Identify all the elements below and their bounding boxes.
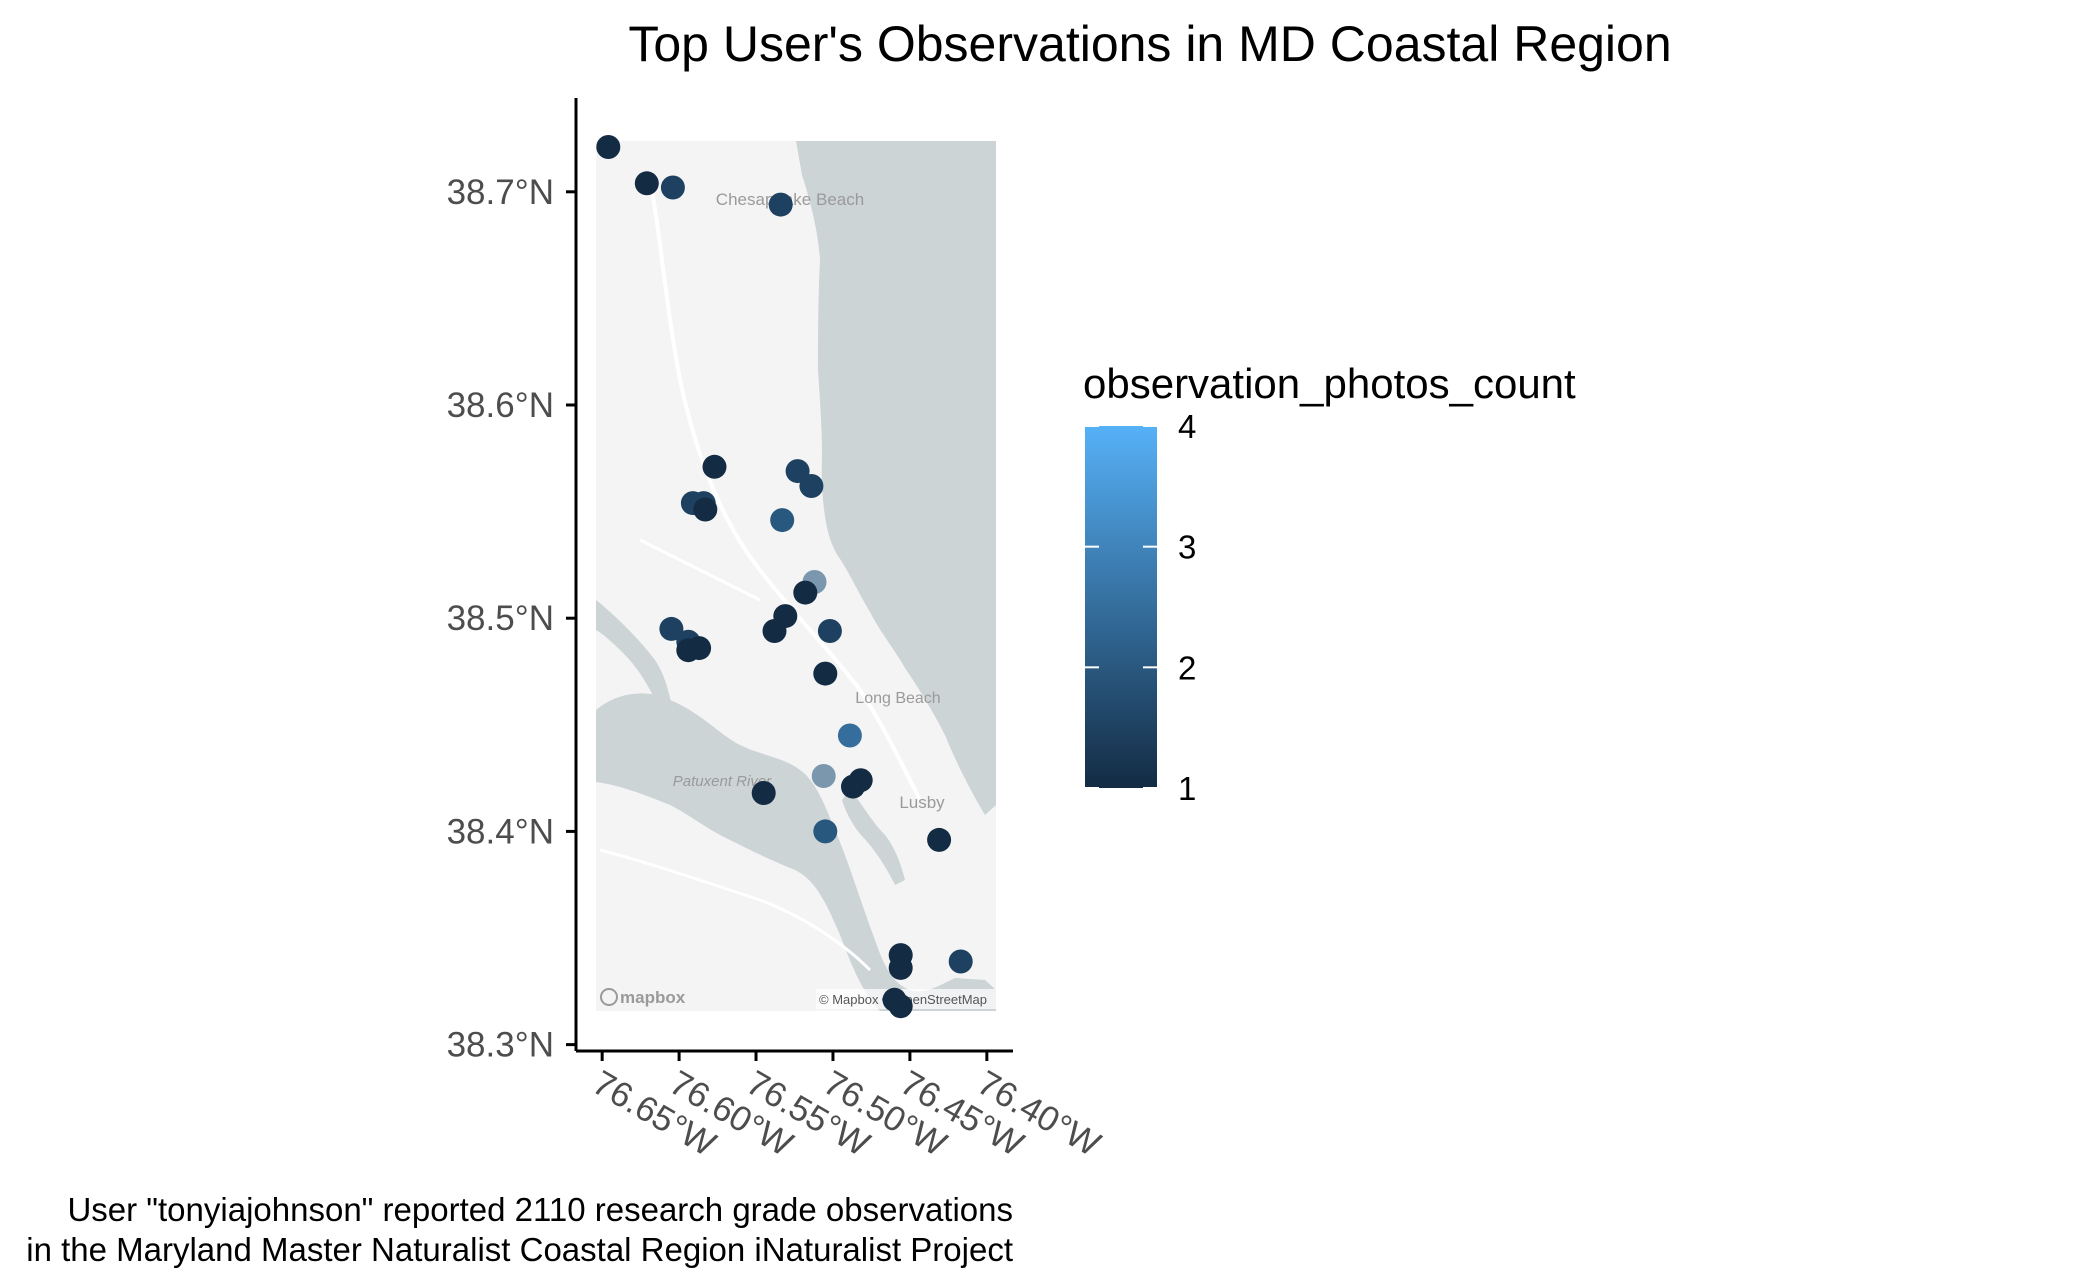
observation-point-2 (634, 171, 659, 196)
observation-point-13 (793, 580, 818, 605)
road (639, 538, 761, 602)
observation-point-3 (660, 175, 685, 200)
x-axis-ticks: 76.65°W76.60°W76.55°W76.50°W76.45°W76.40… (586, 1051, 1107, 1164)
observation-point-27 (813, 819, 838, 844)
patuxent-river (596, 693, 996, 1011)
observation-point-1 (596, 135, 621, 159)
observation-point-21 (813, 661, 838, 686)
observation-point-16 (817, 619, 842, 643)
observation-point-4 (768, 192, 793, 217)
legend-break-label: 4 (1178, 408, 1196, 445)
observation-point-7 (799, 474, 824, 498)
mapbox-logo-text: mapbox (620, 988, 686, 1007)
road (599, 848, 872, 972)
y-tick-label: 38.3°N (447, 1026, 554, 1065)
y-axis-ticks: 38.3°N 38.4°N 38.5°N 38.6°N 38.7°N (447, 173, 576, 1065)
y-tick-label: 38.6°N (447, 386, 554, 425)
observation-point-5 (702, 454, 727, 479)
legend-colorbar (1085, 426, 1157, 788)
caption-line-1: User "tonyiajohnson" reported 2110 resea… (67, 1191, 1013, 1228)
observation-point-25 (841, 774, 865, 799)
legend-break-label: 2 (1178, 649, 1196, 686)
observation-point-28 (927, 827, 952, 852)
observation-point-33 (888, 994, 913, 1019)
road (648, 179, 922, 801)
legend-break-label: 3 (1178, 529, 1196, 566)
observation-point-11 (770, 508, 795, 533)
legend-title: observation_photos_count (1083, 360, 1576, 407)
river-creek (842, 790, 905, 885)
place-label: Lusby (899, 793, 945, 812)
observation-point-22 (837, 723, 862, 748)
legend-breaks: 1 2 3 4 (1085, 408, 1196, 807)
place-label: Long Beach (855, 690, 940, 707)
y-tick-label: 38.5°N (447, 599, 554, 638)
observation-point-26 (751, 781, 776, 805)
observation-point-31 (948, 949, 973, 974)
y-tick-label: 38.7°N (447, 173, 554, 212)
mapbox-logo: mapbox (600, 988, 686, 1007)
observation-point-23 (811, 764, 836, 788)
legend: observation_photos_count 1 2 3 4 (1083, 360, 1576, 807)
legend-break-label: 1 (1178, 770, 1196, 807)
scatter-points (596, 135, 973, 1019)
observation-point-10 (693, 497, 718, 522)
river-creek (596, 600, 672, 708)
place-label: Patuxent River (673, 773, 772, 790)
observation-point-15 (762, 619, 787, 643)
observation-point-17 (659, 616, 684, 641)
observation-point-20 (687, 636, 712, 661)
y-tick-label: 38.4°N (447, 812, 554, 851)
observation-point-30 (888, 955, 913, 980)
chart-title: Top User's Observations in MD Coastal Re… (628, 16, 1671, 72)
basemap: Chesapeake Beach Long Beach Patuxent Riv… (596, 141, 996, 1011)
caption-line-2: in the Maryland Master Naturalist Coasta… (26, 1231, 1013, 1268)
bay-water (796, 141, 996, 815)
